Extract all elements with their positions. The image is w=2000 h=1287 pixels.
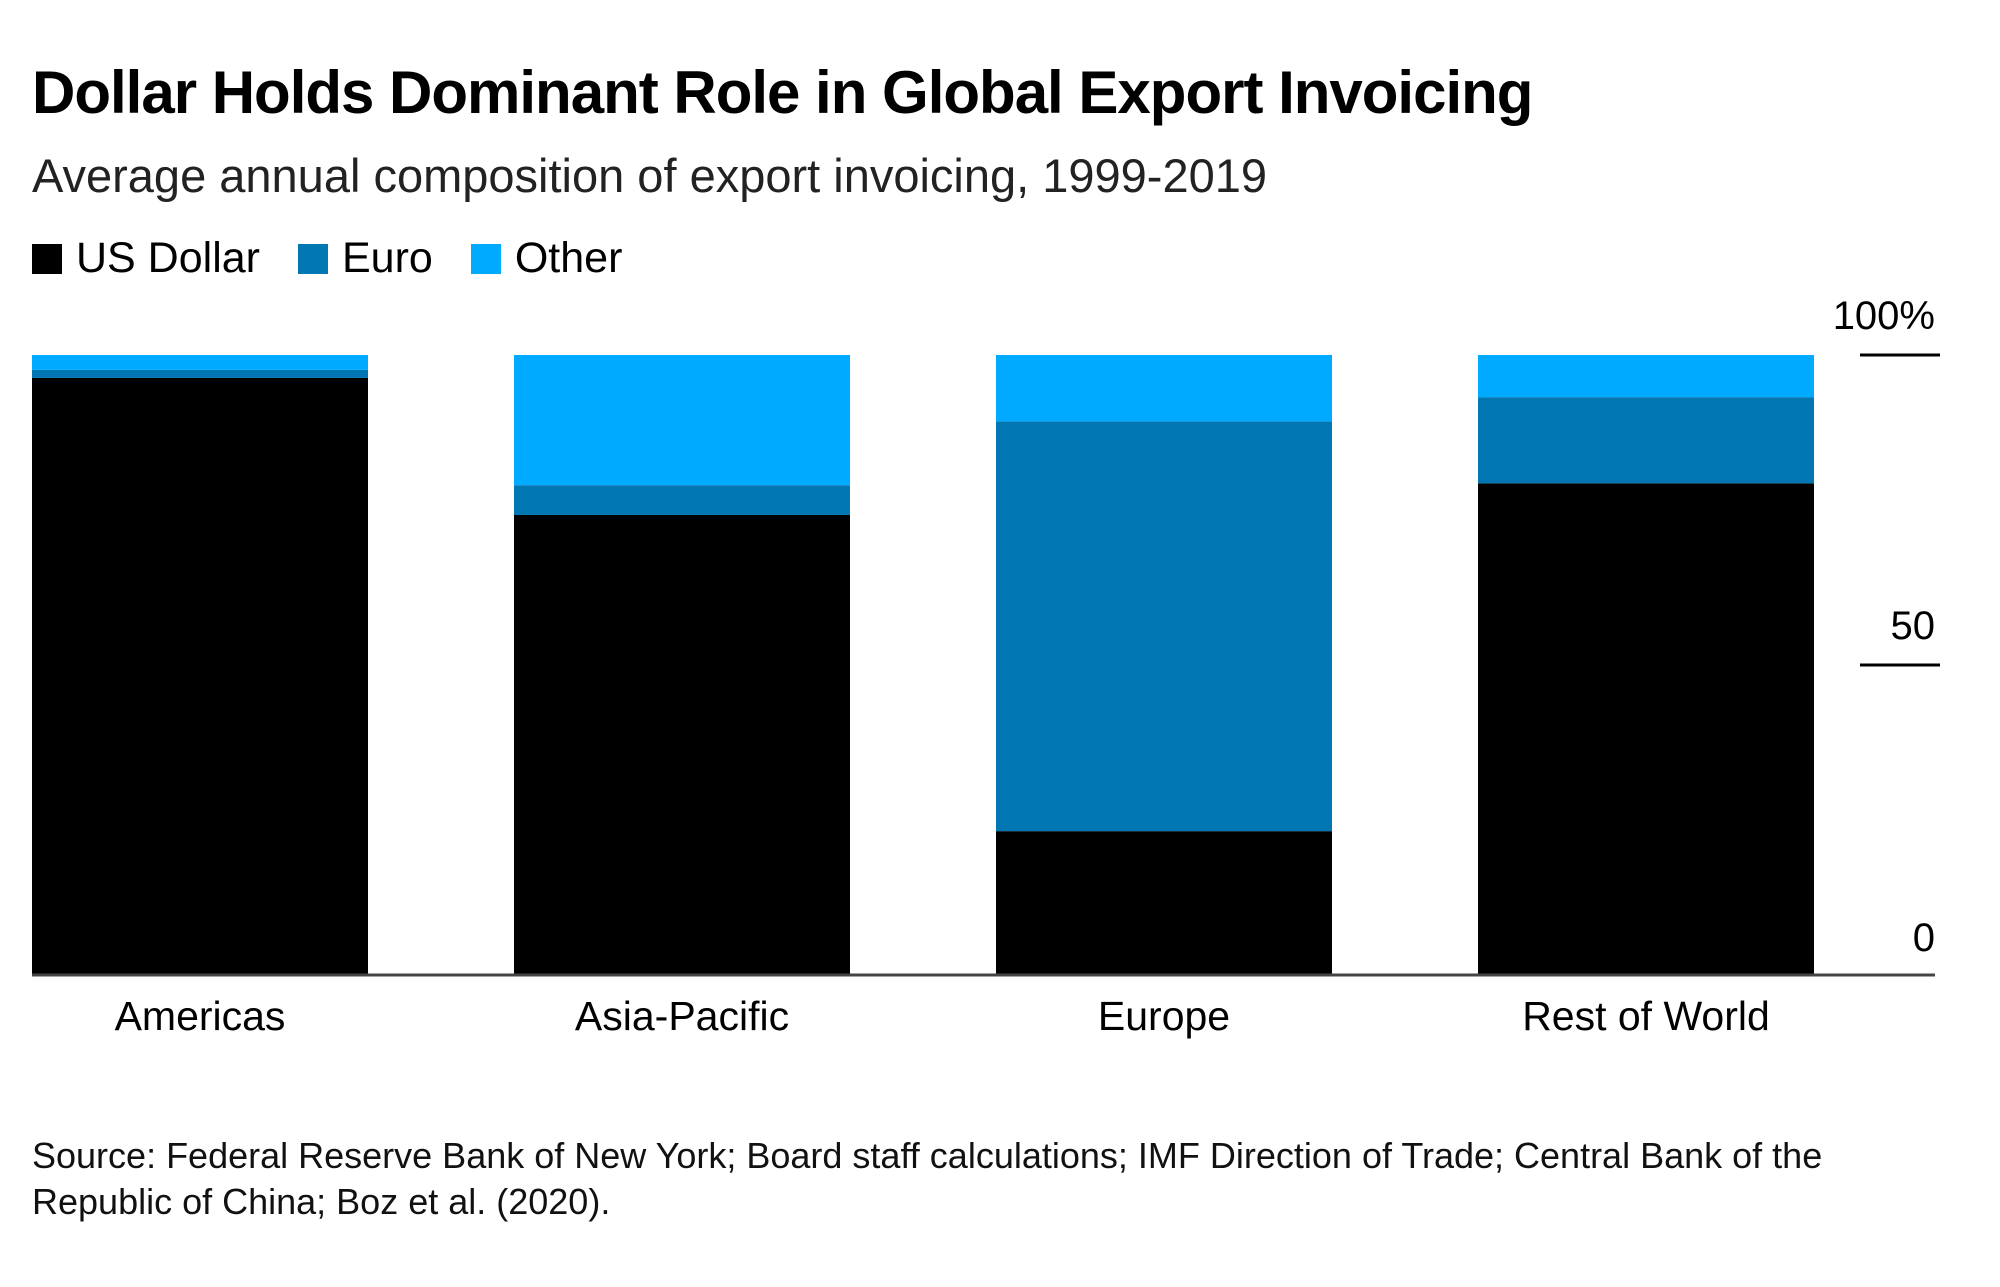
- bar-americas-us-dollar: [32, 377, 368, 975]
- stacked-bar-chart: Americas Asia-Pacific Europe Rest of World 0…: [32, 294, 1940, 1039]
- chart-subtitle: Average annual composition of export inv…: [32, 149, 1268, 202]
- bar-americas-euro: [32, 369, 368, 378]
- legend-label-us-dollar: US Dollar: [76, 234, 260, 282]
- legend-swatch-us-dollar: [32, 243, 62, 274]
- x-tick-label-rest-of-world: Rest of World: [1522, 993, 1770, 1039]
- bar-europe-euro: [996, 421, 1332, 832]
- bar-asia-pacific-euro: [514, 485, 850, 515]
- legend-label-other: Other: [514, 234, 623, 282]
- legend-swatch-euro: [298, 243, 328, 274]
- legend-item-euro: Euro: [298, 234, 433, 283]
- bar-europe-us-dollar: [996, 831, 1332, 975]
- legend: US Dollar Euro Other: [32, 234, 660, 283]
- y-tick-label-100: 100%: [1833, 294, 1935, 338]
- bar-americas-other: [32, 355, 368, 370]
- y-tick-label-0: 0: [1913, 916, 1935, 960]
- bar-rest-of-world-us-dollar: [1478, 483, 1814, 975]
- source-note: Source: Federal Reserve Bank of New York…: [32, 1135, 1823, 1222]
- bar-rest-of-world-other: [1478, 355, 1814, 398]
- legend-item-us-dollar: US Dollar: [32, 234, 260, 283]
- x-tick-label-americas: Americas: [115, 993, 286, 1039]
- bar-rest-of-world-euro: [1478, 397, 1814, 484]
- y-tick-label-50: 50: [1891, 604, 1936, 648]
- x-tick-label-europe: Europe: [1098, 993, 1230, 1039]
- legend-item-other: Other: [470, 234, 623, 283]
- bar-europe-other: [996, 355, 1332, 422]
- legend-swatch-other: [470, 243, 501, 274]
- bar-asia-pacific-other: [514, 355, 850, 486]
- bar-asia-pacific-us-dollar: [514, 514, 850, 975]
- chart-title: Dollar Holds Dominant Role in Global Exp…: [32, 59, 1533, 126]
- legend-label-euro: Euro: [342, 234, 433, 282]
- x-tick-label-asia-pacific: Asia-Pacific: [575, 993, 789, 1039]
